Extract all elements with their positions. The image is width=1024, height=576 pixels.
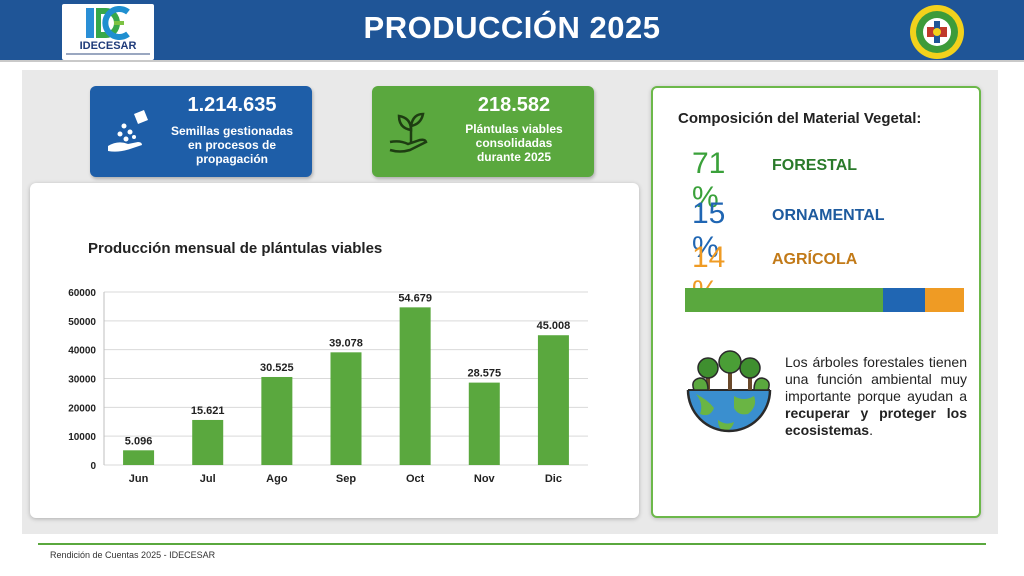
x-tick-label: Oct xyxy=(406,473,425,485)
kpi-seeds-desc-line: Semillas gestionadas xyxy=(170,124,294,138)
y-tick-label: 60000 xyxy=(68,288,96,299)
logo-tagline xyxy=(66,53,150,55)
y-tick-label: 0 xyxy=(90,461,96,472)
idecesar-logo: IDECESAR xyxy=(62,4,154,60)
footer-text: Rendición de Cuentas 2025 - IDECESAR xyxy=(50,550,216,560)
composition-label: FORESTAL xyxy=(772,157,858,174)
bar-data-label: 45.008 xyxy=(537,320,571,332)
government-seal-icon xyxy=(910,5,964,59)
kpi-seedlings-desc-line: Plántulas viables xyxy=(465,122,563,136)
composition-title: Composición del Material Vegetal: xyxy=(678,110,922,127)
stack-segment-ornamental xyxy=(883,288,925,312)
earth-trees-icon xyxy=(686,350,772,433)
bar-jun xyxy=(123,450,155,465)
kpi-seedlings-value: 218.582 xyxy=(477,94,551,116)
bar-data-label: 5.096 xyxy=(125,435,153,447)
bar-sep xyxy=(330,352,362,465)
bar-nov xyxy=(468,382,500,465)
bar-jul xyxy=(192,419,224,465)
x-tick-label: Sep xyxy=(336,473,356,485)
y-tick-label: 40000 xyxy=(68,346,96,357)
y-tick-label: 50000 xyxy=(68,317,96,328)
bar-data-label: 54.679 xyxy=(398,292,432,304)
seeds-hand-icon xyxy=(108,110,148,152)
bar-oct xyxy=(399,307,431,465)
composition-label: ORNAMENTAL xyxy=(772,207,885,224)
forestry-note-text: Los árboles forestales tienen una funció… xyxy=(785,354,967,404)
forestry-note: Los árboles forestales tienen una funció… xyxy=(785,354,967,439)
kpi-seeds-desc: Semillas gestionadas en procesos de prop… xyxy=(160,124,304,166)
forestry-note-emphasis: recuperar y proteger los ecosistemas xyxy=(785,405,967,438)
bar-dic xyxy=(537,335,569,465)
x-tick-label: Jul xyxy=(200,473,216,485)
page-title: PRODUCCIÓN 2025 xyxy=(363,10,661,45)
footer-divider xyxy=(38,543,986,545)
logo-name: IDECESAR xyxy=(79,40,137,52)
bar-data-label: 15.621 xyxy=(191,405,225,417)
stack-segment-agrícola xyxy=(924,288,964,312)
composition-percent: 71 % xyxy=(692,147,726,214)
sprout-hand-icon xyxy=(389,112,428,153)
bar-data-label: 28.575 xyxy=(467,368,501,380)
kpi-seeds-desc-line: en procesos de xyxy=(187,138,277,152)
composition-stacked-bar xyxy=(685,288,964,312)
kpi-seeds-value: 1.214.635 xyxy=(187,94,277,116)
kpi-seeds-desc-line: propagación xyxy=(195,152,268,166)
x-tick-label: Nov xyxy=(474,473,496,485)
kpi-seedlings-desc-line: durante 2025 xyxy=(476,150,552,164)
x-tick-label: Dic xyxy=(545,473,562,485)
chart-title: Producción mensual de plántulas viables xyxy=(88,240,383,257)
y-tick-label: 10000 xyxy=(68,432,96,443)
header-bar: IDECESAR PRODUCCIÓN 2025 xyxy=(0,0,1024,62)
composition-percent: 15 % xyxy=(692,197,726,264)
y-tick-label: 20000 xyxy=(68,403,96,414)
x-tick-label: Jun xyxy=(129,473,149,485)
y-tick-label: 30000 xyxy=(68,375,96,386)
forestry-note-end: . xyxy=(869,422,873,438)
x-tick-label: Ago xyxy=(266,473,288,485)
idecesar-logo-mark xyxy=(86,6,130,40)
stack-segment-forestal xyxy=(685,288,884,312)
kpi-seedlings-card: 218.582 Plántulas viables consolidadas d… xyxy=(372,86,594,177)
bar-data-label: 30.525 xyxy=(260,362,294,374)
composition-label: AGRÍCOLA xyxy=(772,251,858,268)
kpi-seeds-card: 1.214.635 Semillas gestionadas en proces… xyxy=(90,86,312,177)
bar-data-label: 39.078 xyxy=(329,337,363,349)
bar-ago xyxy=(261,376,293,465)
kpi-seedlings-desc-line: consolidadas xyxy=(475,136,553,150)
kpi-seedlings-desc: Plántulas viables consolidadas durante 2… xyxy=(442,122,586,164)
